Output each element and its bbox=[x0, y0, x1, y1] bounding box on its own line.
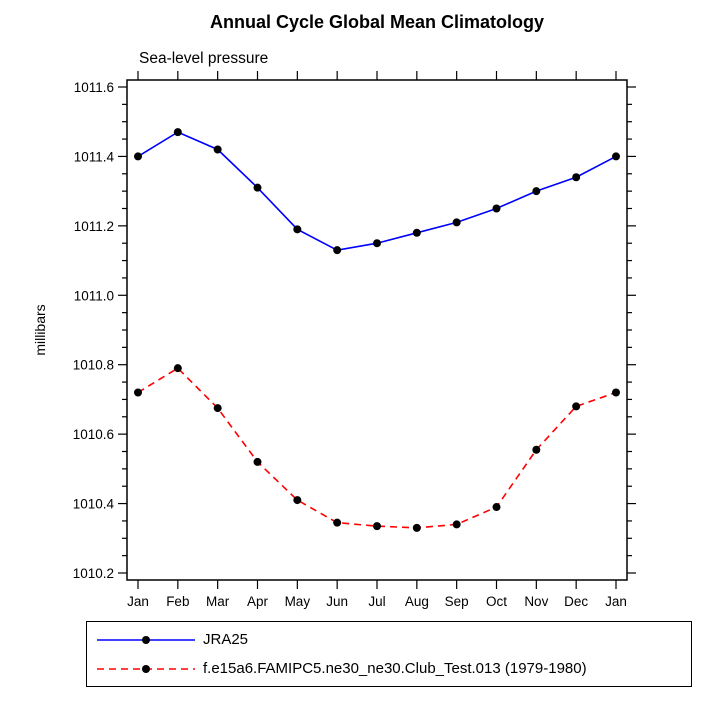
series-markers-0 bbox=[134, 128, 620, 255]
chart-title: Annual Cycle Global Mean Climatology bbox=[209, 12, 545, 32]
svg-text:Jan: Jan bbox=[127, 594, 149, 609]
svg-text:1010.2: 1010.2 bbox=[73, 566, 114, 581]
y-axis-tick-labels: 1010.2 1010.4 1010.6 1010.8 1011.0 1011.2 1011… bbox=[73, 80, 115, 581]
chart-subtitle: Sea-level pressure bbox=[139, 50, 269, 67]
svg-text:Sep: Sep bbox=[445, 594, 469, 609]
svg-text:Oct: Oct bbox=[486, 594, 507, 609]
svg-text:Jul: Jul bbox=[368, 594, 385, 609]
legend-item-jra25: JRA25 bbox=[95, 625, 683, 654]
svg-text:Dec: Dec bbox=[564, 594, 588, 609]
svg-text:Jun: Jun bbox=[326, 594, 348, 609]
svg-text:1010.8: 1010.8 bbox=[73, 358, 114, 373]
legend-line-sample-dashed-red bbox=[97, 664, 195, 673]
plot-frame bbox=[126, 79, 628, 581]
legend-item-model-run: f.e15a6.FAMIPC5.ne30_ne30.Club_Test.013 … bbox=[95, 654, 683, 683]
legend-line-sample-solid-blue bbox=[97, 635, 195, 644]
svg-text:Mar: Mar bbox=[206, 594, 230, 609]
series-line-0 bbox=[137, 131, 617, 251]
svg-text:May: May bbox=[285, 594, 311, 609]
legend-label: JRA25 bbox=[203, 631, 249, 648]
x-axis-ticks bbox=[137, 71, 617, 589]
svg-text:Feb: Feb bbox=[166, 594, 189, 609]
x-axis-tick-labels: Jan Feb Mar Apr May Jun Jul Aug Sep Oct Nov Dec Jan bbox=[127, 594, 627, 609]
svg-text:Nov: Nov bbox=[524, 594, 548, 609]
series-line-1 bbox=[137, 367, 617, 529]
y-axis-ticks bbox=[118, 86, 636, 574]
svg-text:1011.6: 1011.6 bbox=[74, 80, 114, 95]
svg-text:1010.4: 1010.4 bbox=[73, 497, 115, 512]
series-markers-1 bbox=[134, 364, 620, 532]
svg-text:1011.2: 1011.2 bbox=[74, 219, 114, 234]
svg-text:1010.6: 1010.6 bbox=[73, 427, 114, 442]
svg-text:Apr: Apr bbox=[247, 594, 269, 609]
svg-text:Jan: Jan bbox=[605, 594, 627, 609]
chart-legend: JRA25 f.e15a6.FAMIPC5.ne30_ne30.Club_Tes… bbox=[86, 621, 692, 687]
svg-text:1011.0: 1011.0 bbox=[74, 288, 114, 303]
legend-label: f.e15a6.FAMIPC5.ne30_ne30.Club_Test.013 … bbox=[203, 660, 587, 677]
svg-text:1011.4: 1011.4 bbox=[74, 149, 115, 164]
svg-text:Aug: Aug bbox=[405, 594, 429, 609]
